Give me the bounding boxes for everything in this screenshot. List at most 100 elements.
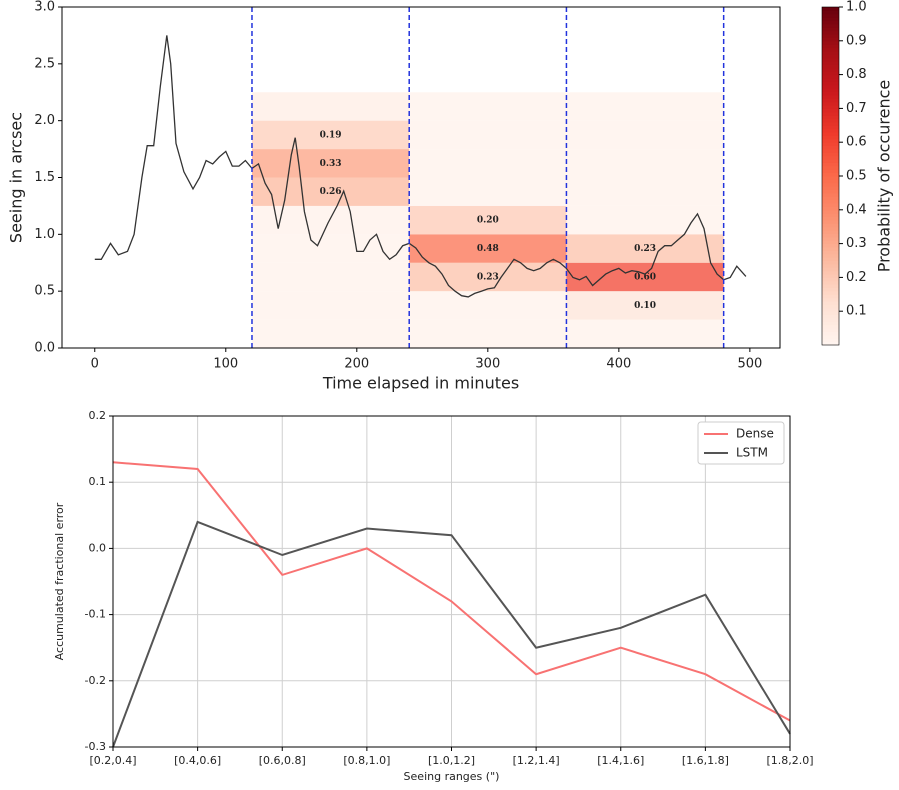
x-axis-label: Seeing ranges (") <box>404 770 500 783</box>
colorbar-tick-label: 0.2 <box>846 270 867 285</box>
heat-cell <box>409 92 567 121</box>
colorbar-strip <box>822 219 839 224</box>
plot-frame <box>112 415 791 748</box>
x-tick-label: 100 <box>213 357 238 372</box>
heat-cell <box>566 177 724 206</box>
colorbar-strip <box>822 23 839 28</box>
heat-cell <box>409 262 567 292</box>
colorbar-tick-label: 0.8 <box>846 67 867 82</box>
heat-cell <box>251 92 410 121</box>
x-tick-label: [1.6,1.8] <box>682 754 729 767</box>
colorbar-strip <box>822 118 839 123</box>
colorbar-strip <box>822 71 839 76</box>
colorbar-strip <box>822 206 839 211</box>
colorbar-strip <box>822 10 839 15</box>
colorbar-strip <box>822 98 839 103</box>
x-tick-label: [0.6,0.8] <box>259 754 306 767</box>
colorbar-strip <box>822 54 839 59</box>
heat-cell <box>566 92 724 121</box>
colorbar-strip <box>822 57 839 62</box>
colorbar-strip <box>822 328 839 332</box>
colorbar-strip <box>822 334 839 339</box>
colorbar-strip <box>822 74 839 79</box>
heat-cell <box>409 120 567 150</box>
colorbar-strip <box>822 240 839 245</box>
y-tick-label: 3.0 <box>34 0 55 15</box>
colorbar-strip <box>822 162 839 167</box>
data-line <box>94 35 747 298</box>
colorbar-strip <box>822 50 839 55</box>
colorbar-strip <box>822 91 839 96</box>
colorbar-strip <box>822 267 839 272</box>
data-line <box>112 520 791 748</box>
colorbar-strip <box>822 294 839 299</box>
x-tick-label: 300 <box>475 357 500 372</box>
heat-cell <box>409 205 567 235</box>
colorbar-strip <box>822 270 839 275</box>
colorbar-strip <box>822 246 839 251</box>
colorbar-strip <box>822 155 839 160</box>
legend-label: Dense <box>736 427 774 441</box>
heat-cell <box>566 234 724 263</box>
colorbar-strip <box>822 226 839 231</box>
colorbar-strip <box>822 132 839 136</box>
colorbar-strip <box>822 172 839 177</box>
colorbar-strip <box>822 108 839 113</box>
data-line <box>112 461 791 722</box>
y-tick-label: 0.0 <box>89 541 107 554</box>
y-tick-label: -0.3 <box>85 740 106 753</box>
colorbar-strip <box>822 297 839 302</box>
x-tick-label: 500 <box>737 357 762 372</box>
colorbar-strip <box>822 165 839 170</box>
colorbar-strip <box>822 230 839 234</box>
heat-cell <box>566 291 724 320</box>
colorbar-tick-label: 0.6 <box>846 135 867 150</box>
cell-label: 0.20 <box>477 216 499 226</box>
plot-frame <box>61 6 781 349</box>
colorbar-strip <box>822 135 839 140</box>
colorbar-strip <box>822 142 839 147</box>
colorbar-strip <box>822 138 839 143</box>
x-tick-label: 200 <box>344 357 369 372</box>
x-tick-label: [0.8,1.0] <box>343 754 390 767</box>
cell-label: 0.48 <box>477 244 499 254</box>
colorbar-strip <box>822 216 839 221</box>
colorbar-strip <box>822 277 839 282</box>
x-tick-label: [0.2,0.4] <box>89 754 136 767</box>
y-tick-label: 2.0 <box>34 113 55 128</box>
colorbar-tick-label: 0.9 <box>846 33 867 48</box>
colorbar-strip <box>822 179 839 184</box>
colorbar-strip <box>822 307 839 312</box>
colorbar-strip <box>822 317 839 322</box>
heat-cell <box>251 205 410 235</box>
y-tick-label: 0.1 <box>89 475 107 488</box>
heat-cell <box>251 177 410 206</box>
colorbar-strip <box>822 304 839 309</box>
colorbar-tick-label: 1.0 <box>846 0 867 15</box>
colorbar-strip <box>822 331 839 336</box>
cell-label: 0.10 <box>634 301 656 311</box>
cell-label: 0.19 <box>320 130 342 140</box>
colorbar-strip <box>822 182 839 187</box>
x-tick-label: 400 <box>606 357 631 372</box>
x-tick-label: [1.0,1.2] <box>428 754 475 767</box>
colorbar-strip <box>822 13 839 18</box>
colorbar-strip <box>822 314 839 319</box>
colorbar-strip <box>822 152 839 157</box>
colorbar-strip <box>822 223 839 228</box>
colorbar-tick-label: 0.1 <box>846 304 867 319</box>
y-tick-label: 0.2 <box>89 409 107 422</box>
cell-label: 0.26 <box>320 187 342 197</box>
y-tick-label: -0.2 <box>85 674 106 687</box>
colorbar-strip <box>822 105 839 109</box>
heat-cell <box>409 291 567 320</box>
colorbar-strip <box>822 203 839 207</box>
heat-cell <box>409 319 567 348</box>
colorbar-strip <box>822 17 839 22</box>
colorbar-strip <box>822 263 839 268</box>
colorbar-strip <box>822 280 839 285</box>
colorbar-strip <box>822 341 839 346</box>
x-tick-label: 0 <box>91 357 99 372</box>
colorbar-strip <box>822 287 839 292</box>
